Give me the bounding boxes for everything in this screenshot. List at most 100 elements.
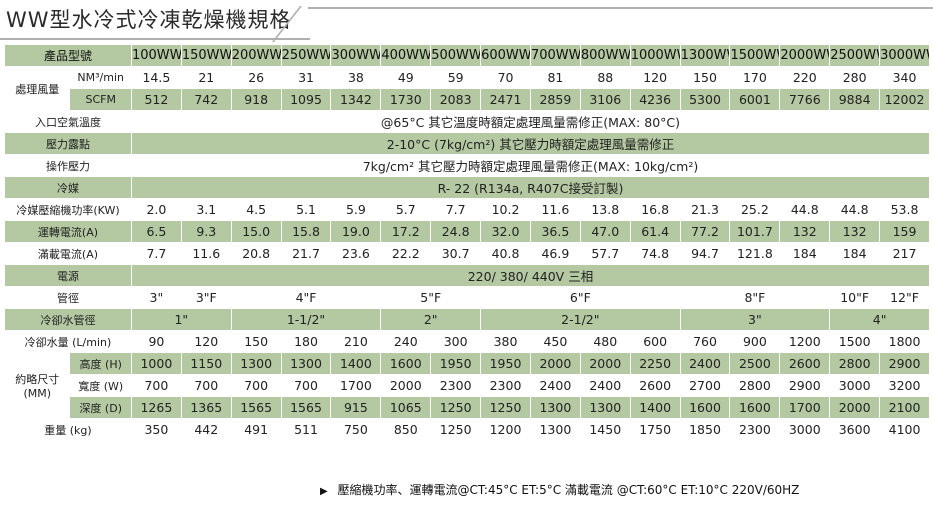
weight-row-value: 1750 (630, 419, 680, 440)
width-row: 寬度 (W) 700 700 700 700 1700 2000 2300 2300 2400 24… (5, 375, 929, 396)
height-row-value: 2900 (880, 353, 929, 374)
water-pipe-row-label: 冷卻水管徑 (5, 309, 131, 330)
full-current-row-value: 217 (880, 243, 929, 264)
run-current-row-value: 132 (780, 221, 830, 242)
width-row-value: 3000 (830, 375, 880, 396)
width-row-value: 2600 (630, 375, 680, 396)
scfm-row-value: 5300 (680, 89, 730, 110)
full-current-row-value: 94.7 (680, 243, 730, 264)
model-cell: 500WW (431, 45, 481, 66)
scfm-row-value: 4236 (630, 89, 680, 110)
width-row-value: 1700 (331, 375, 381, 396)
height-row-value: 1300 (281, 353, 331, 374)
power-row-value: 7.7 (431, 199, 481, 220)
run-current-row-value: 61.4 (630, 221, 680, 242)
power-supply-row: 電源 220/ 380/ 440V 三相 (5, 265, 929, 286)
power-row-value: 25.2 (730, 199, 780, 220)
water-flow-row-value: 450 (530, 331, 580, 352)
scfm-row-value: 2083 (431, 89, 481, 110)
model-cell: 2500WW (830, 45, 880, 66)
scfm-row-value: 3106 (580, 89, 630, 110)
width-row-value: 2800 (730, 375, 780, 396)
water-flow-row-value: 180 (281, 331, 331, 352)
height-row-value: 1300 (231, 353, 281, 374)
power-row-value: 21.3 (680, 199, 730, 220)
water-flow-row: 冷卻水量 (L/min) 90 120 150 180 210 240 300 380 450 48… (5, 331, 929, 352)
dew-point-row-label: 壓力露點 (5, 133, 131, 154)
weight-row-value: 850 (381, 419, 431, 440)
run-current-row-value: 32.0 (481, 221, 530, 242)
water-flow-row-value: 380 (481, 331, 530, 352)
pipe-row-group: 3"F (181, 287, 231, 308)
full-current-row-label: 滿載電流(A) (5, 243, 131, 264)
width-row-value: 2300 (481, 375, 530, 396)
footnote-text: 壓縮機功率、運轉電流@CT:45°C ET:5°C 滿載電流 @CT:60°C … (337, 483, 800, 497)
title-rule (308, 7, 933, 9)
water-pipe-row: 冷卻水管徑 1" 1-1/2" 2" 2-1/2" 3" 4" (5, 309, 929, 330)
water-flow-row-value: 480 (580, 331, 630, 352)
weight-row-value: 1450 (580, 419, 630, 440)
full-current-row-value: 11.6 (181, 243, 231, 264)
model-cell: 800WW (580, 45, 630, 66)
full-current-row-value: 20.8 (231, 243, 281, 264)
pressure-row: 操作壓力 7kg/cm² 其它壓力時額定處理風量需修正(MAX: 10kg/cm²… (5, 155, 929, 176)
height-row-value: 1950 (481, 353, 530, 374)
height-row-value: 1600 (381, 353, 431, 374)
water-flow-row-value: 300 (431, 331, 481, 352)
depth-row-value: 1365 (181, 397, 231, 418)
width-row-value: 700 (281, 375, 331, 396)
full-current-row-value: 23.6 (331, 243, 381, 264)
water-pipe-row-group: 3" (680, 309, 830, 330)
nm3-row-value: 220 (780, 67, 830, 88)
depth-row-value: 1300 (580, 397, 630, 418)
weight-row-value: 511 (281, 419, 331, 440)
spec-table: 產品型號 100WW 150WW 200WW 250WW 300WW 400WW 500WW 6… (4, 44, 930, 441)
width-row-value: 3200 (880, 375, 929, 396)
depth-row-value: 1265 (131, 397, 181, 418)
depth-row-value: 1065 (381, 397, 431, 418)
width-row-value: 700 (181, 375, 231, 396)
power-row-value: 4.5 (231, 199, 281, 220)
run-current-row-value: 101.7 (730, 221, 780, 242)
height-row-value: 2500 (730, 353, 780, 374)
depth-row: 深度 (D) 1265 1365 1565 1565 915 1065 1250 1250 130… (5, 397, 929, 418)
pipe-row-group: 4"F (231, 287, 381, 308)
width-row-value: 2400 (580, 375, 630, 396)
nm3-row-value: 170 (730, 67, 780, 88)
full-current-row-value: 7.7 (131, 243, 181, 264)
model-cell: 100WW (131, 45, 181, 66)
height-row-value: 1950 (431, 353, 481, 374)
full-current-row-value: 40.8 (481, 243, 530, 264)
depth-row-value: 2100 (880, 397, 929, 418)
power-row-value: 2.0 (131, 199, 181, 220)
weight-row: 重量 (kg) 350 442 491 511 750 850 1250 1200 1300 145… (5, 419, 929, 440)
height-row-value: 2000 (530, 353, 580, 374)
model-cell: 1500WW (730, 45, 780, 66)
run-current-row-value: 24.8 (431, 221, 481, 242)
power-row-value: 11.6 (530, 199, 580, 220)
water-flow-row-value: 210 (331, 331, 381, 352)
depth-row-value: 1400 (630, 397, 680, 418)
height-row-value: 2800 (830, 353, 880, 374)
width-row-value: 700 (231, 375, 281, 396)
model-cell: 300WW (331, 45, 381, 66)
arrow-icon: ▶ (320, 486, 328, 497)
power-row-value: 53.8 (880, 199, 929, 220)
model-cell: 700WW (530, 45, 580, 66)
width-row-value: 2700 (680, 375, 730, 396)
nm3-row-value: 14.5 (131, 67, 181, 88)
full-current-row-value: 22.2 (381, 243, 431, 264)
height-row-value: 1150 (181, 353, 231, 374)
weight-row-value: 442 (181, 419, 231, 440)
header-row: 產品型號 100WW 150WW 200WW 250WW 300WW 400WW 500WW 6… (5, 45, 929, 66)
height-row-value: 1000 (131, 353, 181, 374)
scfm-row-value: 6001 (730, 89, 780, 110)
width-row-value: 2400 (530, 375, 580, 396)
pipe-row: 管徑 3" 3"F 4"F 5"F 6"F 8"F 10"F 12"F (5, 287, 929, 308)
run-current-row-value: 15.8 (281, 221, 331, 242)
scfm-row-value: 1730 (381, 89, 431, 110)
scfm-row-value: 9884 (830, 89, 880, 110)
full-current-row-value: 46.9 (530, 243, 580, 264)
weight-row-value: 4100 (880, 419, 929, 440)
water-flow-row-value: 150 (231, 331, 281, 352)
